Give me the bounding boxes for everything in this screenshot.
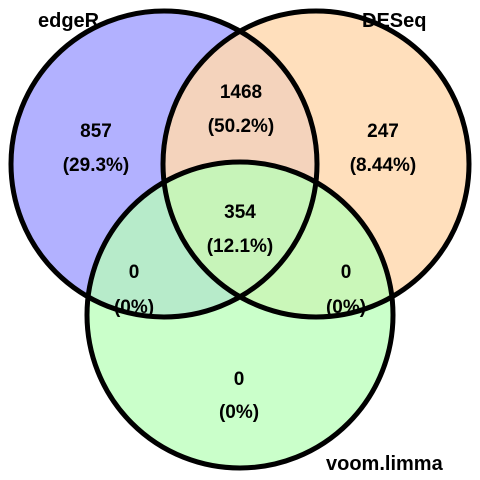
edger-outline — [8, 8, 320, 320]
voom-label: voom.limma — [326, 453, 444, 475]
region-count: 354 — [224, 202, 256, 223]
region-percent: (0%) — [114, 297, 154, 318]
region-count: 0 — [129, 262, 140, 283]
region-percent: (29.3%) — [63, 155, 130, 176]
edger-label: edgeR — [38, 10, 100, 32]
deseq-outline — [160, 8, 472, 320]
circle-outlines — [8, 8, 472, 471]
region-all-three: 354 (12.1%) — [207, 202, 274, 257]
voom-outline — [84, 159, 396, 471]
region-edger-only: 857 (29.3%) — [63, 121, 130, 176]
region-percent: (0%) — [219, 402, 259, 423]
deseq-label: DESeq — [362, 10, 426, 32]
region-voom-only: 0 (0%) — [219, 369, 259, 423]
region-count: 247 — [367, 121, 399, 142]
region-count: 1468 — [220, 82, 262, 103]
region-percent: (50.2%) — [208, 116, 275, 137]
region-count: 0 — [341, 262, 352, 283]
region-percent: (12.1%) — [207, 236, 274, 257]
region-percent: (8.44%) — [350, 155, 417, 176]
region-edger-deseq: 1468 (50.2%) — [208, 82, 275, 137]
region-edger-voom: 0 (0%) — [114, 262, 154, 318]
region-deseq-only: 247 (8.44%) — [350, 121, 417, 176]
voom-circle — [87, 162, 393, 468]
region-percent: (0%) — [326, 297, 366, 318]
region-deseq-voom: 0 (0%) — [326, 262, 366, 318]
region-count: 857 — [80, 121, 112, 142]
region-count: 0 — [234, 369, 245, 390]
